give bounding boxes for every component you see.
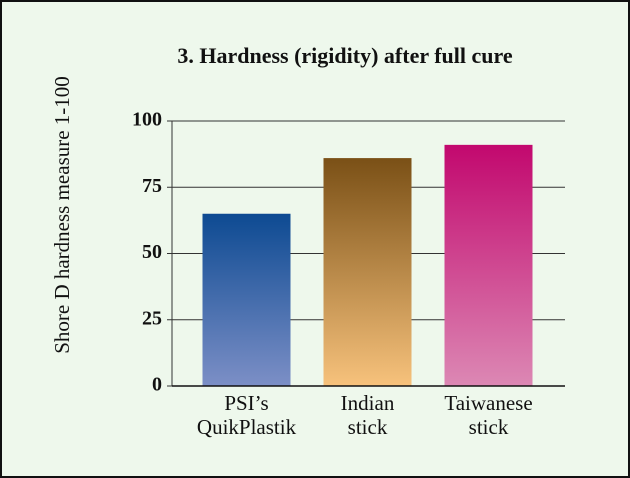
x-tick-label: stick (469, 415, 509, 439)
y-axis-label: Shore D hardness measure 1-100 (50, 76, 74, 354)
y-tick-label: 75 (142, 175, 162, 197)
x-tick-label: stick (348, 415, 388, 439)
x-tick-label: Indian (341, 391, 395, 415)
x-tick-label: Taiwanese (444, 391, 532, 415)
y-tick-label: 25 (142, 307, 162, 329)
y-tick-label: 0 (152, 374, 162, 396)
bar (202, 213, 291, 386)
y-tick-label: 100 (132, 109, 162, 131)
bar (323, 158, 412, 386)
x-tick-label: QuikPlastik (197, 415, 297, 439)
y-tick-label: 50 (142, 241, 162, 263)
x-tick-label: PSI’s (224, 391, 268, 415)
chart-title: 3. Hardness (rigidity) after full cure (177, 43, 512, 68)
bar (444, 144, 533, 386)
